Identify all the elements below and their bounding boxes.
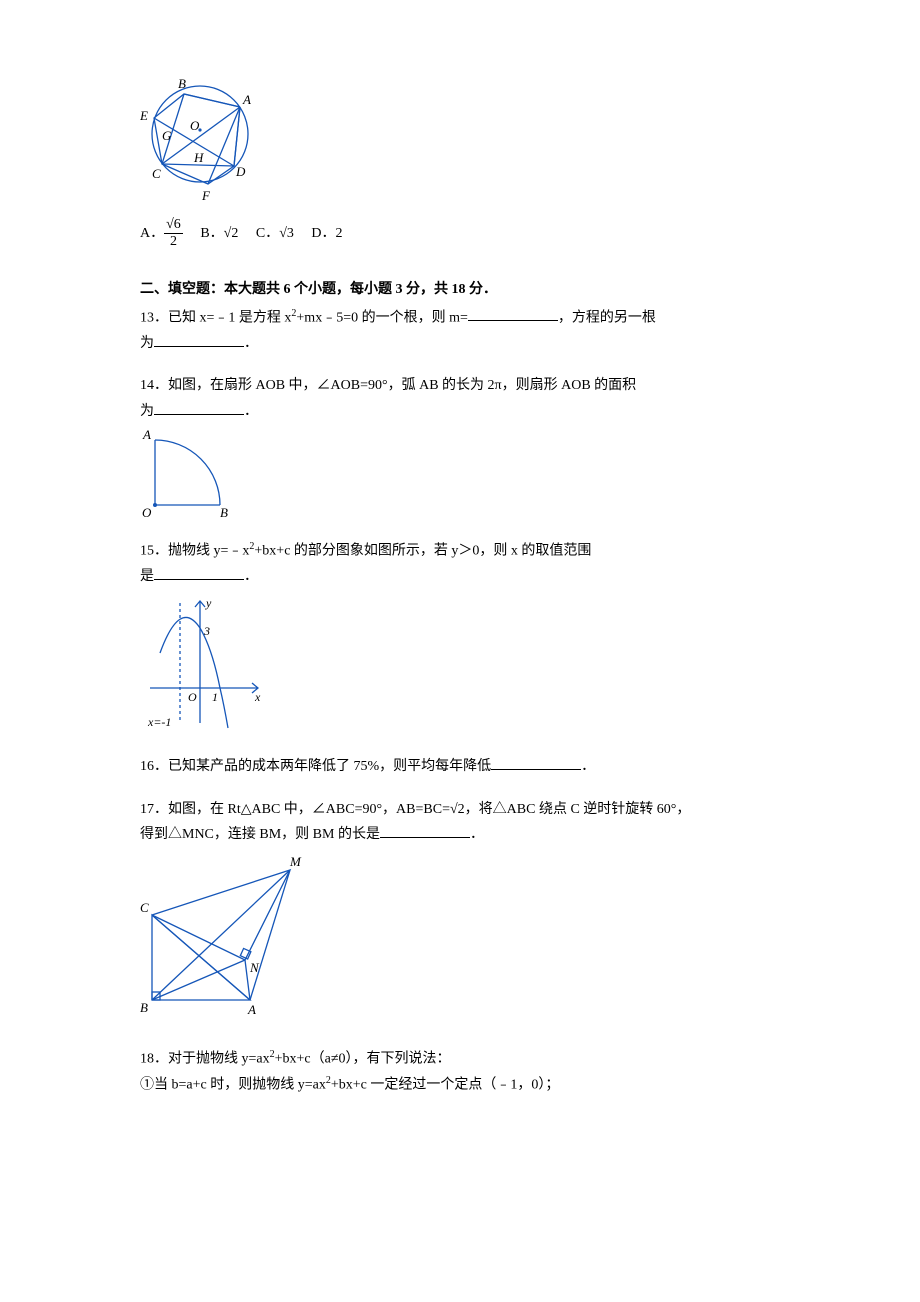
- svg-text:H: H: [193, 150, 204, 165]
- svg-text:F: F: [201, 188, 211, 203]
- q16-blank: [491, 755, 581, 770]
- svg-text:C: C: [140, 900, 149, 915]
- q12-d-val: 2: [336, 226, 343, 241]
- q17-tail: ．: [470, 827, 484, 842]
- q13: 13．已知 x=﹣1 是方程 x2+mx﹣5=0 的一个根，则 m=，方程的另一…: [140, 306, 780, 330]
- q18-line2b: +bx+c 一定经过一个定点（﹣1，0）；: [331, 1077, 560, 1092]
- q15-line1b: +bx+c 的部分图象如图所示，若 y＞0，则 x 的取值范围: [254, 544, 591, 559]
- svg-text:B: B: [140, 1000, 148, 1015]
- svg-text:A: A: [247, 1002, 256, 1017]
- x-axis-label: x: [254, 690, 261, 704]
- q13-line2: 为．: [140, 332, 780, 355]
- q14-figure: A O B: [140, 427, 780, 525]
- parabola-svg: 3 O 1 x y x=-1: [140, 593, 270, 733]
- q18-line1a: 18．对于抛物线 y=ax: [140, 1051, 270, 1066]
- q14-line2: 为．: [140, 400, 780, 423]
- svg-text:O: O: [142, 505, 152, 517]
- q12-figure: A B C D E F G H O: [140, 74, 780, 212]
- q15-line2a: 是: [140, 569, 154, 584]
- q12-opt-a: A．√62: [140, 226, 183, 241]
- svg-text:D: D: [235, 164, 246, 179]
- q15-figure: 3 O 1 x y x=-1: [140, 593, 780, 741]
- q18-line1b: +bx+c（a≠0），有下列说法：: [275, 1051, 451, 1066]
- svg-text:E: E: [140, 108, 148, 123]
- svg-text:B: B: [220, 505, 228, 517]
- q13-pre: 13．已知 x=﹣1 是方程 x: [140, 310, 291, 325]
- q17-line2a: 得到△MNC，连接 BM，则 BM 的长是: [140, 827, 380, 842]
- sector-svg: A O B: [140, 427, 240, 517]
- q17-blank: [380, 823, 470, 838]
- svg-text:A: A: [242, 92, 251, 107]
- section2-title: 二、填空题：本大题共 6 个小题，每小题 3 分，共 18 分．: [140, 279, 780, 301]
- page: A B C D E F G H O A．√62 B．√2 C．√3 D．2 二、…: [70, 0, 850, 1159]
- q12-opt-b: B．√2: [200, 226, 238, 241]
- q16: 16．已知某产品的成本两年降低了 75%，则平均每年降低 ．: [140, 755, 780, 778]
- q17-line2: 得到△MNC，连接 BM，则 BM 的长是 ．: [140, 823, 780, 846]
- svg-text:3: 3: [203, 624, 210, 638]
- svg-text:O: O: [190, 118, 200, 133]
- svg-text:O: O: [188, 690, 197, 704]
- q13-mid1: +mx﹣5=0 的一个根，则 m=: [296, 310, 467, 325]
- q12-opt-c: C．√3: [256, 226, 294, 241]
- svg-text:M: M: [289, 854, 302, 869]
- q15-tail: ．: [244, 569, 258, 584]
- q18-line2a: ①当 b=a+c 时，则抛物线 y=ax: [140, 1077, 326, 1092]
- svg-text:A: A: [142, 427, 151, 442]
- axis-sym-label: x=-1: [147, 715, 171, 729]
- q12-b-val: √2: [224, 226, 239, 241]
- q12-a-den: 2: [164, 234, 183, 249]
- q18-line2: ①当 b=a+c 时，则抛物线 y=ax2+bx+c 一定经过一个定点（﹣1，0…: [140, 1073, 780, 1097]
- q14-line2a: 为: [140, 404, 154, 419]
- q15-line2: 是．: [140, 565, 780, 588]
- q15-line1: 15．抛物线 y=﹣x2+bx+c 的部分图象如图所示，若 y＞0，则 x 的取…: [140, 539, 780, 563]
- circle-inscribed-svg: A B C D E F G H O: [140, 74, 270, 204]
- q14-tail: ．: [244, 404, 258, 419]
- svg-text:B: B: [178, 76, 186, 91]
- q14-blank: [154, 400, 244, 415]
- y-axis-label: y: [205, 596, 212, 610]
- q13-blank2: [154, 332, 244, 347]
- q14-line1: 14．如图，在扇形 AOB 中，∠AOB=90°，弧 AB 的长为 2π，则扇形…: [140, 375, 780, 397]
- q17-figure: B A C M N: [140, 850, 780, 1028]
- q13-line2a: 为: [140, 336, 154, 351]
- q16-tail: ．: [581, 759, 595, 774]
- q13-mid2: ，方程的另一根: [558, 310, 656, 325]
- svg-text:N: N: [249, 960, 260, 975]
- q16-pre: 16．已知某产品的成本两年降低了 75%，则平均每年降低: [140, 759, 491, 774]
- q15-blank: [154, 565, 244, 580]
- q12-a-num: √6: [164, 218, 183, 234]
- svg-text:1: 1: [212, 690, 218, 704]
- q13-tail: ．: [244, 336, 258, 351]
- q12-opt-d: D．2: [311, 226, 342, 241]
- q17-line1: 17．如图，在 Rt△ABC 中，∠ABC=90°，AB=BC=√2，将△ABC…: [140, 799, 780, 821]
- q13-blank1: [468, 306, 558, 321]
- svg-text:C: C: [152, 166, 161, 181]
- svg-text:G: G: [162, 128, 172, 143]
- q18-line1: 18．对于抛物线 y=ax2+bx+c（a≠0），有下列说法：: [140, 1047, 780, 1071]
- q12-options: A．√62 B．√2 C．√3 D．2: [140, 218, 780, 249]
- rotation-svg: B A C M N: [140, 850, 315, 1020]
- q15-line1a: 15．抛物线 y=﹣x: [140, 544, 249, 559]
- q12-c-val: √3: [279, 226, 294, 241]
